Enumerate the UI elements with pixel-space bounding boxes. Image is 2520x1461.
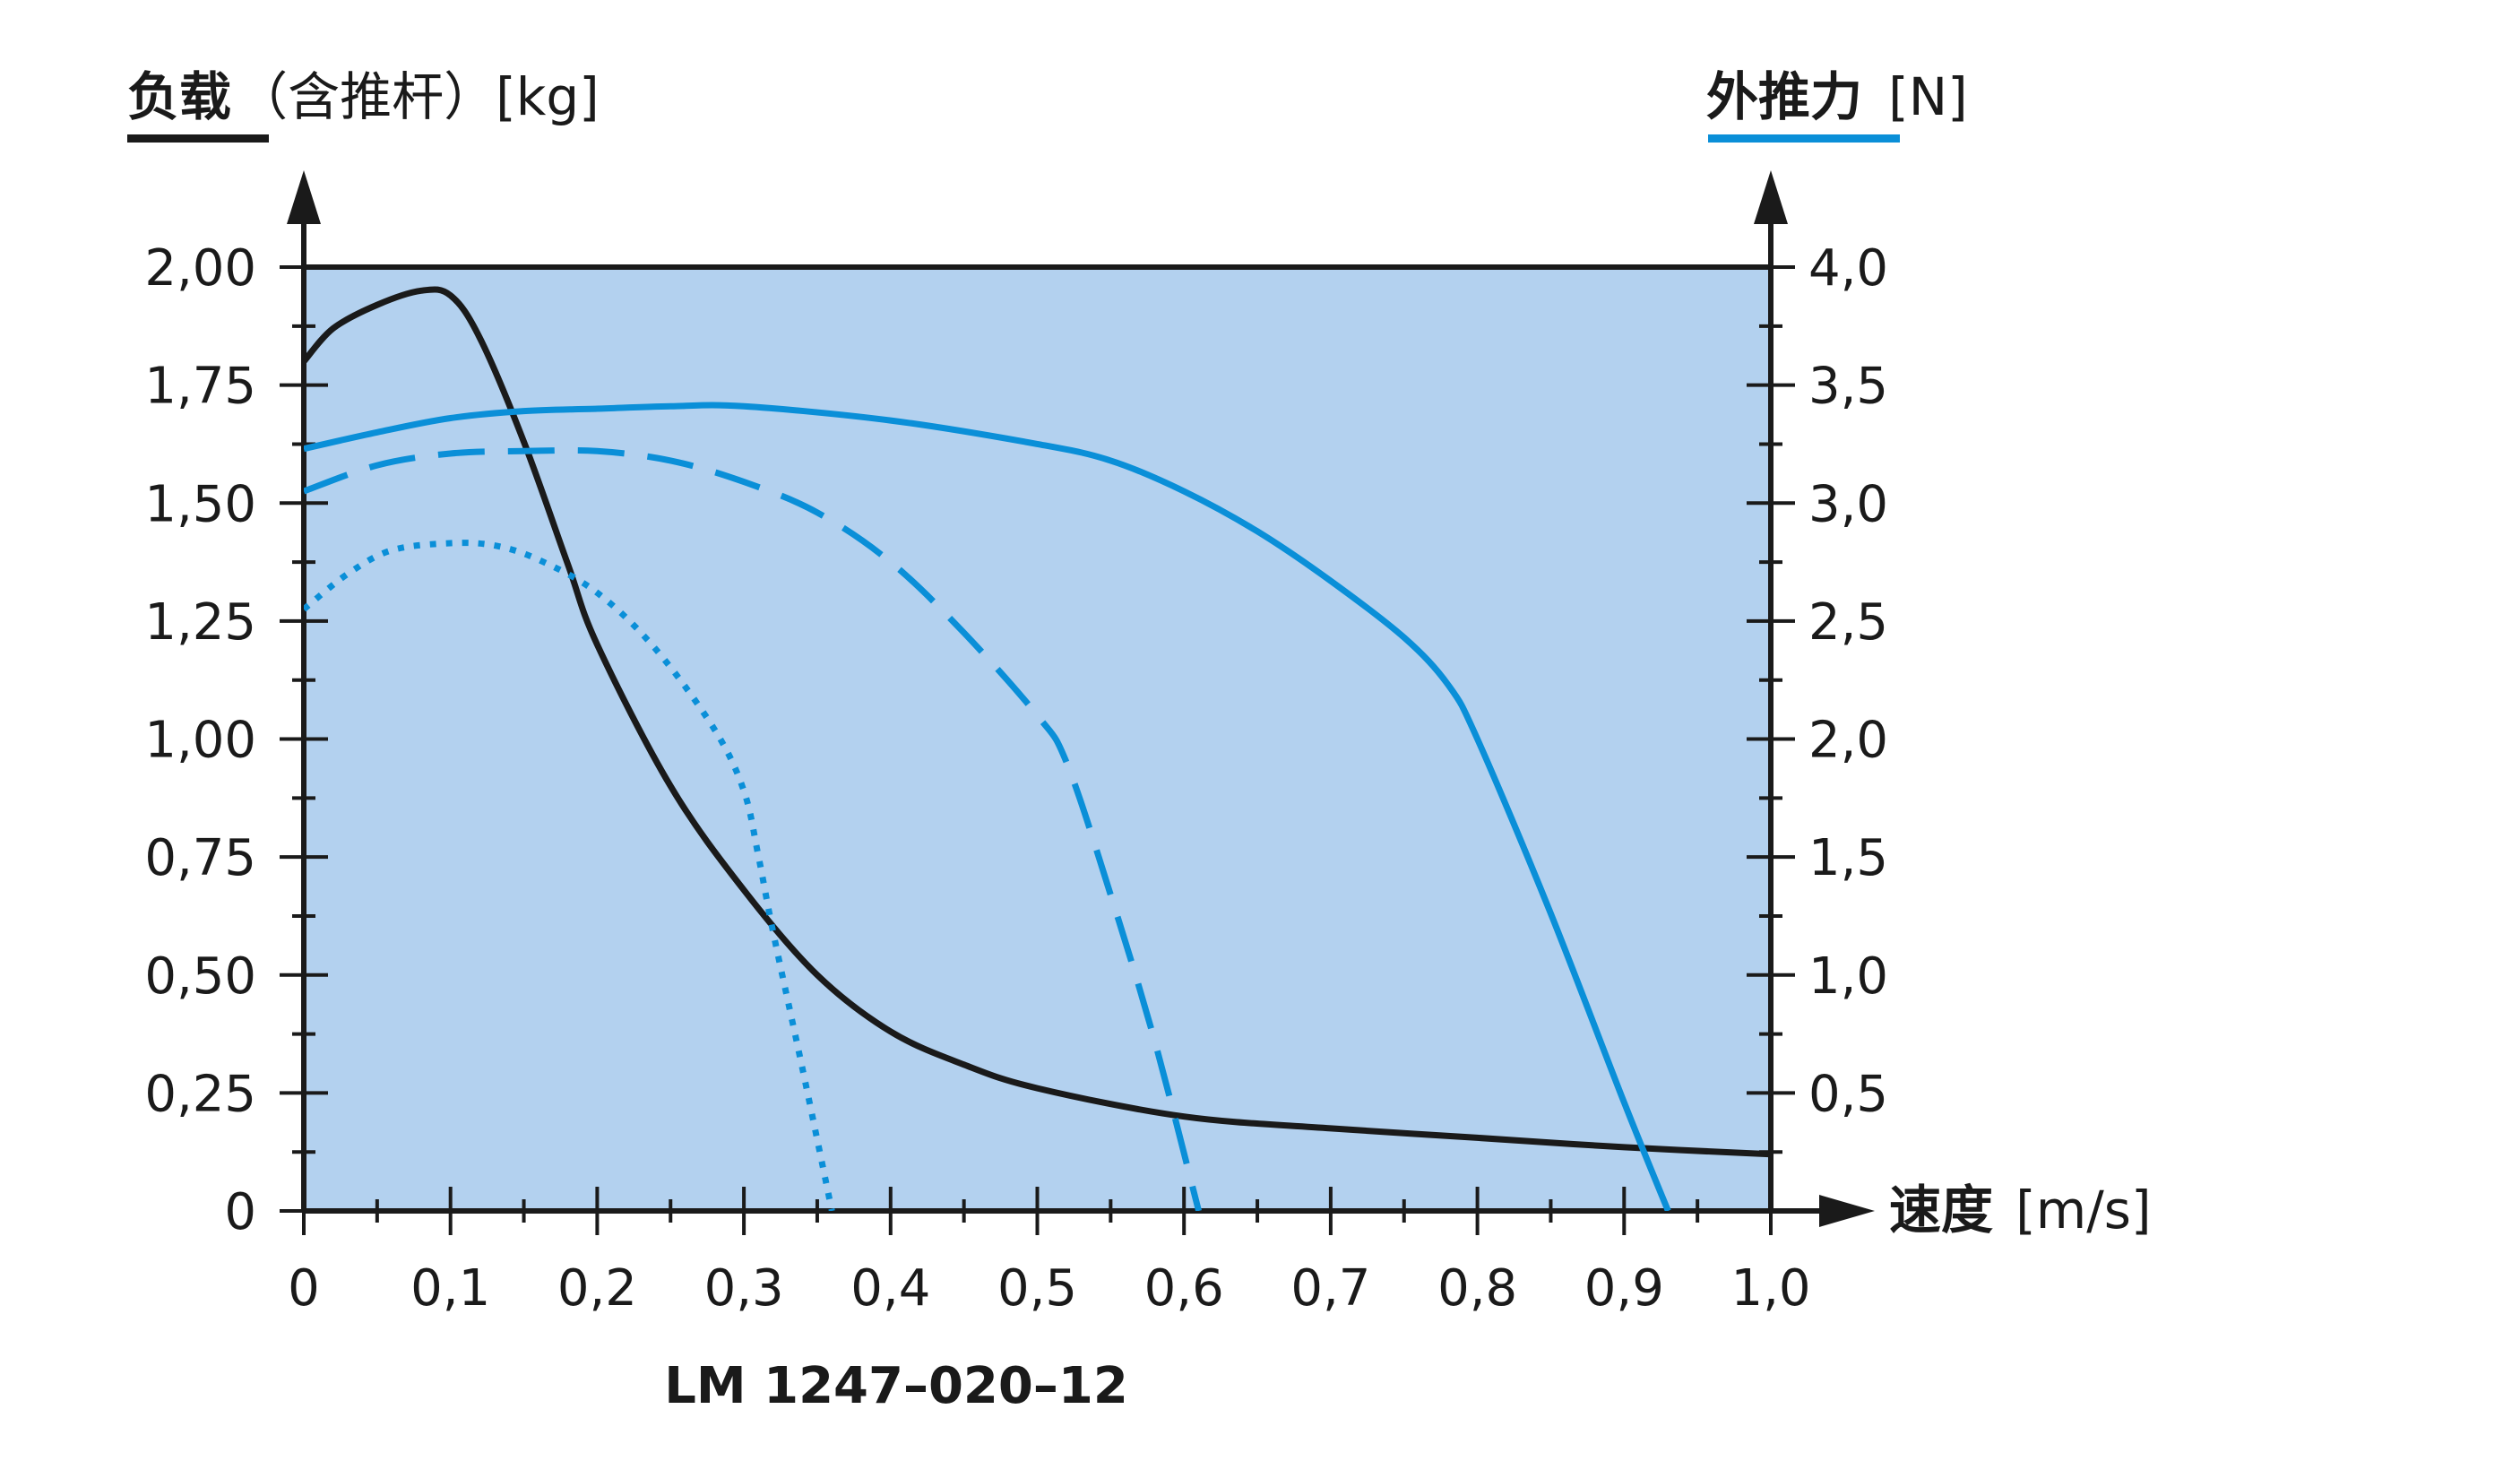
- right-axis-title: 外推力 [N]: [1706, 66, 1968, 127]
- right-y-tick-label: 0,5: [1808, 1065, 1888, 1123]
- model-label: LM 1247–020–12: [664, 1357, 1128, 1415]
- plot-area: [304, 267, 1771, 1211]
- right-y-tick-label: 4,0: [1808, 239, 1888, 298]
- left-y-tick-label: 0,50: [144, 947, 256, 1006]
- left-axis-title: 负载 （含推杆）[kg]: [127, 66, 600, 127]
- right-y-tick-label: 3,5: [1808, 358, 1888, 416]
- right-axis-title-bold: 外推力: [1706, 66, 1862, 127]
- force-curve-dashed: [304, 446, 1202, 1211]
- left-y-tick-label: 1,25: [144, 593, 256, 652]
- right-y-tick-label: 1,0: [1808, 947, 1888, 1006]
- x-tick-label: 0,6: [1144, 1259, 1224, 1318]
- right-axis-title-unit: [N]: [1888, 66, 1968, 127]
- left-axis-title-rest: （含推杆）[kg]: [236, 66, 600, 127]
- x-axis-title-bold: 速度: [1889, 1180, 1993, 1241]
- x-tick-label: 0,5: [997, 1259, 1077, 1318]
- right-y-tick-label: 3,0: [1808, 475, 1888, 533]
- x-tick-label: 0,8: [1437, 1259, 1517, 1318]
- right-y-tick-label: 2,0: [1808, 712, 1888, 770]
- x-tick-label: 0,7: [1290, 1259, 1370, 1318]
- x-tick-label: 0,2: [557, 1259, 637, 1318]
- left-axis-title-bold: 负载: [127, 66, 231, 127]
- left-y-tick-label: 1,00: [144, 712, 256, 770]
- left-y-tick-label: 0,75: [144, 829, 256, 887]
- force-curve-solid: [304, 402, 1671, 1211]
- tick-labels: 00,250,500,751,001,251,501,752,000,51,01…: [144, 239, 1888, 1318]
- x-axis-title: 速度 [m/s]: [1889, 1180, 2152, 1241]
- right-y-tick-label: 1,5: [1808, 829, 1888, 887]
- left-y-tick-label: 0,25: [144, 1065, 256, 1123]
- left-y-tick-label: 2,00: [144, 239, 256, 298]
- left-y-tick-label: 1,50: [144, 475, 256, 533]
- force-curve-dotted: [304, 540, 835, 1211]
- x-axis-arrow: [1819, 1195, 1875, 1227]
- x-tick-label: 0,3: [704, 1259, 784, 1318]
- x-tick-label: 1,0: [1730, 1259, 1810, 1318]
- right-axis-legend-bar: [1708, 134, 1900, 143]
- x-tick-label: 0: [288, 1259, 320, 1318]
- right-y-tick-label: 2,5: [1808, 593, 1888, 652]
- x-tick-label: 0,9: [1584, 1259, 1664, 1318]
- right-y-axis-arrow: [1754, 170, 1788, 224]
- left-y-tick-label: 0: [224, 1183, 256, 1241]
- data-curves: [304, 286, 1771, 1211]
- left-y-tick-label: 1,75: [144, 358, 256, 416]
- x-axis-title-unit: [m/s]: [2015, 1180, 2152, 1241]
- x-tick-label: 0,4: [850, 1259, 930, 1318]
- left-y-axis-arrow: [287, 170, 321, 224]
- x-tick-label: 0,1: [410, 1259, 490, 1318]
- left-axis-legend-bar: [127, 134, 269, 143]
- load-curve-solid: [304, 286, 1771, 1158]
